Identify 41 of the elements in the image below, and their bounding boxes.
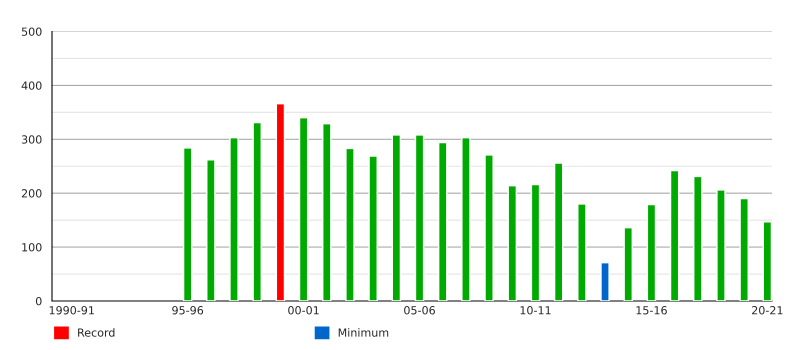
- bar: [276, 103, 286, 301]
- y-tick-label: 400: [22, 81, 42, 90]
- bar: [623, 227, 633, 301]
- bar: [554, 162, 564, 301]
- bar: [368, 155, 378, 301]
- y-tick-label: 200: [22, 189, 42, 198]
- bar: [206, 159, 216, 301]
- bar: [530, 184, 540, 301]
- x-tick-label: 15-16: [636, 306, 667, 314]
- bar: [670, 170, 680, 301]
- legend-label: Minimum: [338, 328, 388, 337]
- x-tick-label: 95-96: [172, 306, 204, 314]
- bar: [600, 262, 610, 301]
- bar: [182, 147, 192, 301]
- y-tick-label: 0: [36, 296, 42, 306]
- bar: [646, 204, 656, 301]
- bar: [693, 176, 703, 301]
- y-tick-label: 100: [22, 243, 42, 252]
- x-tick-label: 05-06: [404, 306, 435, 314]
- bar: [298, 117, 308, 301]
- x-tick-label: 00-01: [288, 306, 319, 314]
- bar: [322, 122, 332, 301]
- bar: [252, 122, 262, 301]
- x-tick-label: 20-21: [752, 306, 782, 314]
- y-tick-label: 500: [22, 27, 42, 36]
- y-tick-label: 300: [22, 135, 42, 144]
- x-tick-label: 1990-91: [50, 306, 94, 314]
- x-tick-label: 10-11: [520, 306, 551, 314]
- bar: [345, 148, 355, 301]
- legend-label: Record: [78, 328, 114, 337]
- bar: [484, 154, 494, 301]
- bar: [739, 198, 749, 301]
- bar: [414, 134, 424, 301]
- bar: [438, 142, 448, 301]
- bar: [577, 203, 587, 301]
- bar: [392, 134, 402, 301]
- bar: [461, 136, 471, 301]
- bar: [229, 136, 239, 301]
- bar: [508, 184, 518, 301]
- bar: [762, 221, 772, 301]
- bar: [716, 189, 726, 301]
